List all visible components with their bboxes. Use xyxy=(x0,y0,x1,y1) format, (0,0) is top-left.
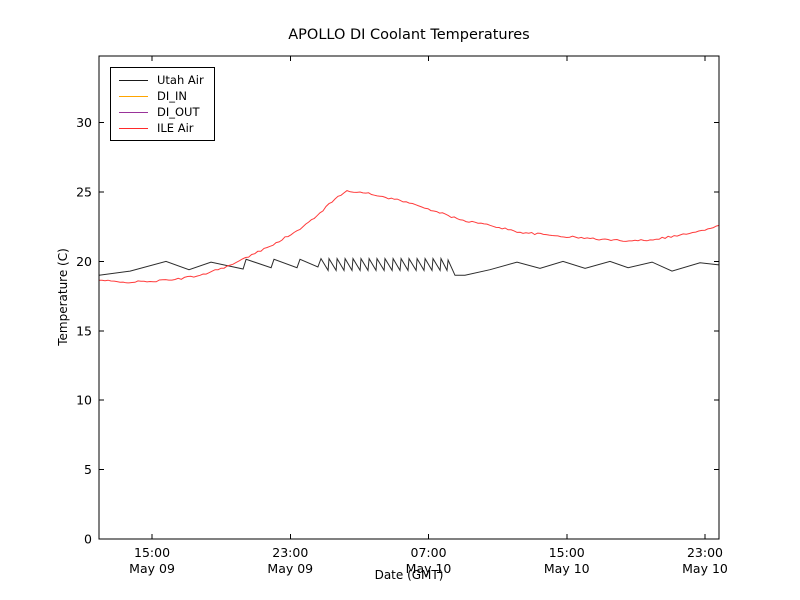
y-tick-label: 25 xyxy=(76,185,92,200)
y-tick-label: 0 xyxy=(84,532,92,547)
series-line-utah-air xyxy=(99,256,719,276)
y-tick-label: 15 xyxy=(76,323,92,338)
y-tick-label: 5 xyxy=(84,462,92,477)
legend-item-ile-air: ILE Air xyxy=(119,120,204,136)
x-tick-label-date: May 09 xyxy=(129,561,175,576)
legend-label: Utah Air xyxy=(157,73,204,87)
plot-frame xyxy=(98,55,720,540)
x-tick-label-date: May 10 xyxy=(406,561,452,576)
x-tick-label-time: 07:00 xyxy=(411,545,447,560)
series-line-ile-air xyxy=(99,190,719,284)
chart-title: APOLLO DI Coolant Temperatures xyxy=(288,27,530,43)
x-tick-label-time: 15:00 xyxy=(549,545,585,560)
x-tick-label-time: 23:00 xyxy=(272,545,308,560)
legend-label: ILE Air xyxy=(157,121,194,135)
x-tick-label-time: 23:00 xyxy=(687,545,723,560)
legend-item-utah-air: Utah Air xyxy=(119,72,204,88)
legend-item-di-in: DI_IN xyxy=(119,88,204,104)
x-axis-label: Date (GMT) xyxy=(374,568,444,582)
legend-line-swatch xyxy=(119,111,148,113)
legend-label: DI_OUT xyxy=(157,105,200,119)
y-tick-label: 30 xyxy=(76,115,92,130)
legend-line-swatch xyxy=(119,79,148,81)
legend-label: DI_IN xyxy=(157,89,187,103)
y-tick-label: 10 xyxy=(76,393,92,408)
x-tick-label-date: May 10 xyxy=(682,561,728,576)
legend-line-swatch xyxy=(119,127,148,129)
y-tick-label: 20 xyxy=(76,254,92,269)
legend-line-swatch xyxy=(119,95,148,97)
legend: Utah Air DI_IN DI_OUT ILE Air xyxy=(110,67,215,141)
x-tick-label-date: May 10 xyxy=(544,561,590,576)
legend-item-di-out: DI_OUT xyxy=(119,104,204,120)
x-tick-label-date: May 09 xyxy=(267,561,313,576)
x-tick-label-time: 15:00 xyxy=(134,545,170,560)
